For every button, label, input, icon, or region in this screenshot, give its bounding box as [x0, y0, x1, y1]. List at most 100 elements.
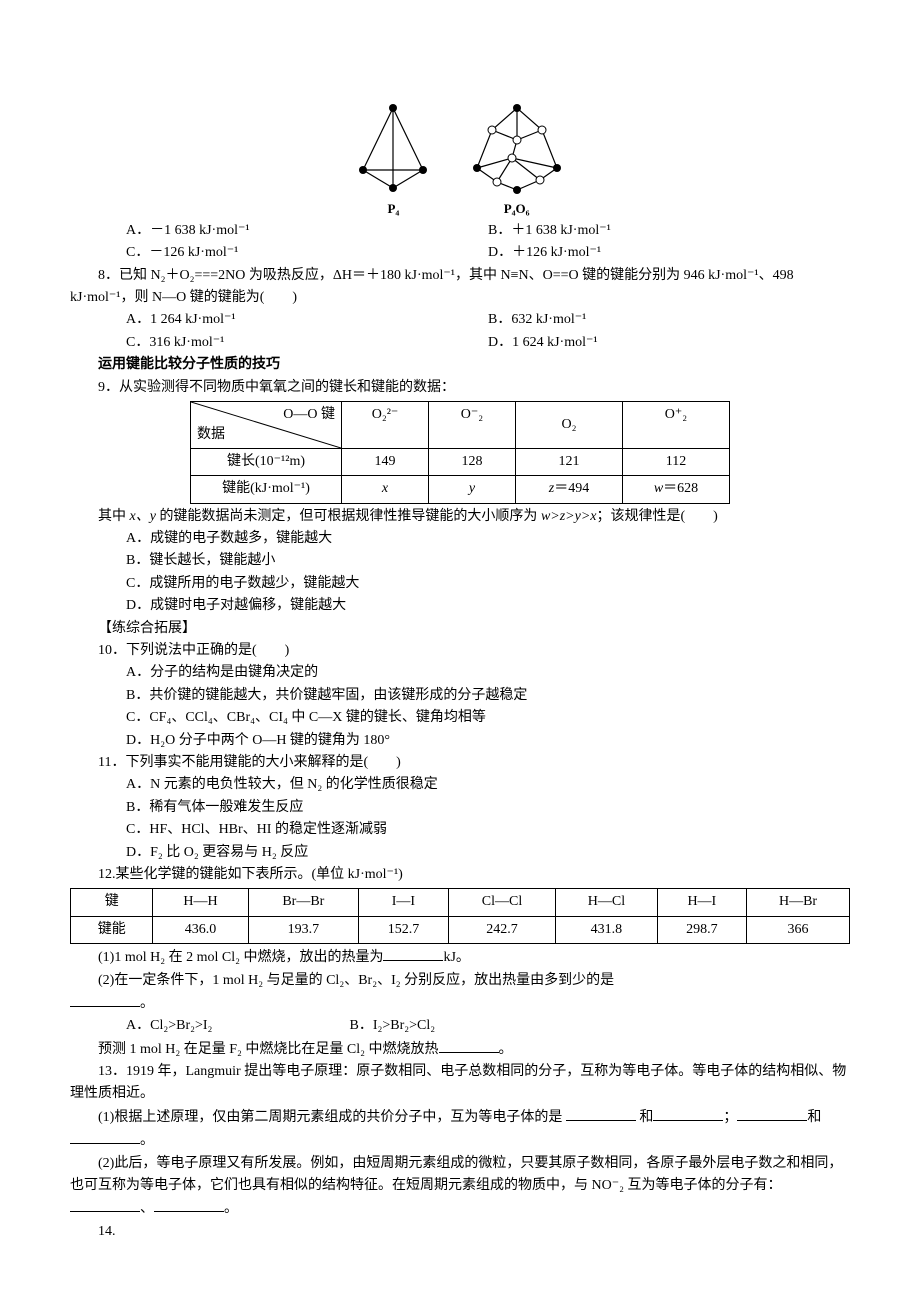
q9-r2c0: x [342, 476, 429, 503]
q9-diag-bottom: 数据 [197, 424, 225, 446]
blank [566, 1106, 636, 1121]
q9-r1c3: 112 [623, 448, 730, 475]
q12-part2-tail-row: 。 [70, 992, 850, 1015]
section-heading-2: 【练综合拓展】 [70, 618, 850, 640]
q9-option-c: C．成键所用的电子数越少，键能越大 [126, 573, 850, 595]
q12-h1: H—H [153, 889, 248, 916]
q12-opt-b: B．I₂>Br₂>Cl₂ [350, 1018, 436, 1033]
q13-p2-pre: (2)此后，等电子原理又有所发展。例如，由短周期元素组成的微粒，只要其原子数相同… [70, 1156, 842, 1193]
q13-p1-m2: ； [723, 1110, 737, 1125]
q9-diag-cell: O—O 键 数据 [191, 401, 342, 448]
q7-option-d: D．＋126 kJ·mol⁻¹ [488, 242, 850, 264]
q8-stem: 8．已知 N₂＋O₂===2NO 为吸热反应，ΔH＝＋180 kJ·mol⁻¹，… [70, 265, 850, 310]
q8-options-row1: A．1 264 kJ·mol⁻¹ B．632 kJ·mol⁻¹ [126, 309, 850, 331]
q12-opt-a: A．Cl₂>Br₂>I₂ [126, 1015, 346, 1037]
q12-table: 键 H—H Br—Br I—I Cl—Cl H—Cl H—I H—Br 键能 4… [70, 888, 850, 944]
q11-option-c: C．HF、HCl、HBr、HI 的稳定性逐渐减弱 [126, 819, 850, 841]
q9-row1-label: 键长(10⁻¹²m) [191, 448, 342, 475]
q12-h5: H—Cl [556, 889, 657, 916]
q12-h2: Br—Br [248, 889, 359, 916]
q9-after: 其中 x、y 的键能数据尚未测定，但可根据规律性推导键能的大小顺序为 w>z>y… [70, 506, 850, 528]
q9-r2c3: w＝628 [623, 476, 730, 503]
figure-diagrams [70, 100, 850, 195]
blank [154, 1197, 224, 1212]
q9-r1c2: 121 [516, 448, 623, 475]
q9-diag-top: O—O 键 [283, 404, 335, 426]
q9-col-h0: O₂²⁻ [342, 401, 429, 448]
q10-stem: 10．下列说法中正确的是( ) [70, 640, 850, 662]
q9-after-post: 的键能数据尚未测定，但可根据规律性推导键能的大小顺序为 [156, 509, 541, 524]
q10-option-d: D．H₂O 分子中两个 O—H 键的键角为 180° [126, 730, 850, 752]
q13-part1: (1)根据上述原理，仅由第二周期元素组成的共价分子中，互为等电子体的是 和；和。 [70, 1106, 850, 1153]
q9-stem: 9．从实验测得不同物质中氧氧之间的键长和键能的数据： [70, 377, 850, 399]
q12-v0: 键能 [71, 916, 153, 943]
q8-option-b: B．632 kJ·mol⁻¹ [488, 309, 850, 331]
blank [70, 1129, 140, 1144]
q9-option-b: B．键长越长，键能越小 [126, 550, 850, 572]
q13-p2-post: 。 [224, 1201, 238, 1216]
q10-option-c: C．CF₄、CCl₄、CBr₄、CI₄ 中 C—X 键的键长、键角均相等 [126, 707, 850, 729]
q9-after-order: w>z>y>x [541, 509, 597, 524]
q12-v6: 298.7 [657, 916, 747, 943]
q7-option-a: A．－1 638 kJ·mol⁻¹ [126, 220, 488, 242]
q12-opts: A．Cl₂>Br₂>I₂ B．I₂>Br₂>Cl₂ [126, 1015, 850, 1037]
q13-p1-post: 。 [140, 1133, 154, 1148]
q9-r2c1: y [429, 476, 516, 503]
blank [383, 946, 443, 961]
q12-h4: Cl—Cl [448, 889, 556, 916]
q12-p2-tail: 。 [140, 996, 154, 1011]
q9-r2c2: z＝494 [516, 476, 623, 503]
figure-labels: P₄ P₄O₆ [70, 199, 850, 220]
q12-v7: 366 [747, 916, 850, 943]
q9-after-pre: 其中 [98, 509, 130, 524]
q12-h3: I—I [359, 889, 449, 916]
q13-part2: (2)此后，等电子原理又有所发展。例如，由短周期元素组成的微粒，只要其原子数相同… [70, 1153, 850, 1221]
q12-h7: H—Br [747, 889, 850, 916]
q7-options-row2: C．－126 kJ·mol⁻¹ D．＋126 kJ·mol⁻¹ [126, 242, 850, 264]
blank [737, 1106, 807, 1121]
q8-option-d: D．1 624 kJ·mol⁻¹ [488, 332, 850, 354]
p4o6-diagram [462, 100, 572, 195]
fig-label-p4o6: P₄O₆ [462, 199, 572, 220]
p4-diagram [348, 100, 438, 195]
q12-part2: (2)在一定条件下，1 mol H₂ 与足量的 Cl₂、Br₂、I₂ 分别反应，… [70, 970, 850, 992]
q14: 14. [70, 1221, 850, 1243]
q12-v5: 431.8 [556, 916, 657, 943]
q9-col-h3: O⁺₂ [623, 401, 730, 448]
q7-options-row1: A．－1 638 kJ·mol⁻¹ B．＋1 638 kJ·mol⁻¹ [126, 220, 850, 242]
q12-h0: 键 [71, 889, 153, 916]
q12-stem: 12.某些化学键的键能如下表所示。(单位 kJ·mol⁻¹) [70, 864, 850, 886]
q12-pred-post: 。 [499, 1042, 513, 1057]
q12-part1: (1)1 mol H₂ 在 2 mol Cl₂ 中燃烧，放出的热量为 kJ。 [70, 946, 850, 969]
q8-option-c: C．316 kJ·mol⁻¹ [126, 332, 488, 354]
q9-option-d: D．成键时电子对越偏移，键能越大 [126, 595, 850, 617]
q11-option-a: A．N 元素的电负性较大，但 N₂ 的化学性质很稳定 [126, 774, 850, 796]
fig-label-p4: P₄ [348, 199, 438, 220]
q13-p2-sep: 、 [140, 1201, 154, 1216]
q11-option-b: B．稀有气体一般难发生反应 [126, 797, 850, 819]
blank [70, 992, 140, 1007]
q7-option-c: C．－126 kJ·mol⁻¹ [126, 242, 488, 264]
q9-after-tail: ；该规律性是( ) [597, 509, 718, 524]
q12-v3: 152.7 [359, 916, 449, 943]
q8-options-row2: C．316 kJ·mol⁻¹ D．1 624 kJ·mol⁻¹ [126, 332, 850, 354]
q13-p1-pre: (1)根据上述原理，仅由第二周期元素组成的共价分子中，互为等电子体的是 [98, 1110, 566, 1125]
q13-p1-m3: 和 [807, 1110, 821, 1125]
q9-col-h2: O₂ [516, 401, 623, 448]
q12-p1-post: kJ。 [443, 950, 469, 965]
q12-pred-pre: 预测 1 mol H₂ 在足量 F₂ 中燃烧比在足量 Cl₂ 中燃烧放热 [98, 1042, 439, 1057]
blank [439, 1038, 499, 1053]
q10-option-b: B．共价键的键能越大，共价键越牢固，由该键形成的分子越稳定 [126, 685, 850, 707]
blank [70, 1197, 140, 1212]
q13-stem: 13．1919 年，Langmuir 提出等电子原理：原子数相同、电子总数相同的… [70, 1061, 850, 1106]
q9-option-a: A．成键的电子数越多，键能越大 [126, 528, 850, 550]
q12-v1: 436.0 [153, 916, 248, 943]
q12-p1-pre: (1)1 mol H₂ 在 2 mol Cl₂ 中燃烧，放出的热量为 [98, 950, 383, 965]
q9-r1c0: 149 [342, 448, 429, 475]
q9-r1c1: 128 [429, 448, 516, 475]
q12-h6: H—I [657, 889, 747, 916]
q12-v2: 193.7 [248, 916, 359, 943]
q12-predict: 预测 1 mol H₂ 在足量 F₂ 中燃烧比在足量 Cl₂ 中燃烧放热 。 [70, 1038, 850, 1061]
q8-option-a: A．1 264 kJ·mol⁻¹ [126, 309, 488, 331]
q11-stem: 11．下列事实不能用键能的大小来解释的是( ) [70, 752, 850, 774]
